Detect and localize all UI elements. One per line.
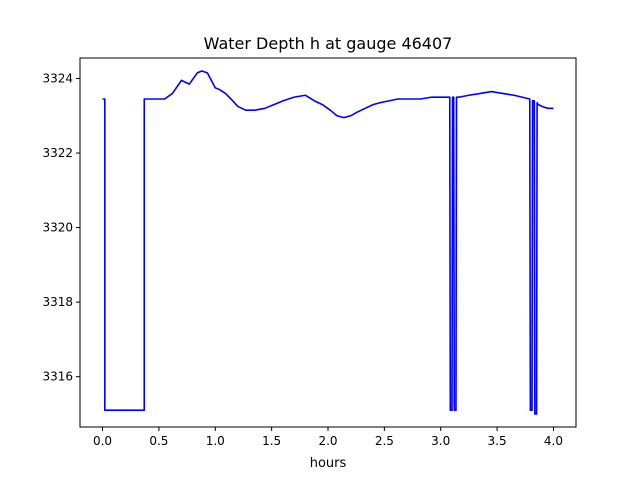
x-axis-label: hours (310, 456, 347, 471)
x-tick-label: 1.5 (262, 434, 281, 448)
x-tick-label: 0.0 (93, 434, 112, 448)
y-axis: 3316 3318 3320 3322 3324 (42, 72, 80, 384)
y-tick-label: 3324 (42, 72, 73, 86)
y-tick-label: 3318 (42, 295, 73, 309)
x-axis: 0.0 0.5 1.0 1.5 2.0 2.5 3.0 3.5 4.0 (93, 427, 563, 448)
x-tick-label: 2.0 (318, 434, 337, 448)
chart-title: Water Depth h at gauge 46407 (204, 34, 453, 53)
x-tick-label: 2.5 (375, 434, 394, 448)
series-line-0 (102, 70, 554, 415)
x-tick-label: 3.0 (431, 434, 450, 448)
x-tick-label: 1.0 (206, 434, 225, 448)
x-tick-label: 4.0 (544, 434, 563, 448)
plot-area (102, 70, 554, 415)
x-tick-label: 3.5 (488, 434, 507, 448)
y-tick-label: 3316 (42, 370, 73, 384)
y-tick-label: 3322 (42, 146, 73, 160)
x-tick-label: 0.5 (149, 434, 168, 448)
y-tick-label: 3320 (42, 221, 73, 235)
